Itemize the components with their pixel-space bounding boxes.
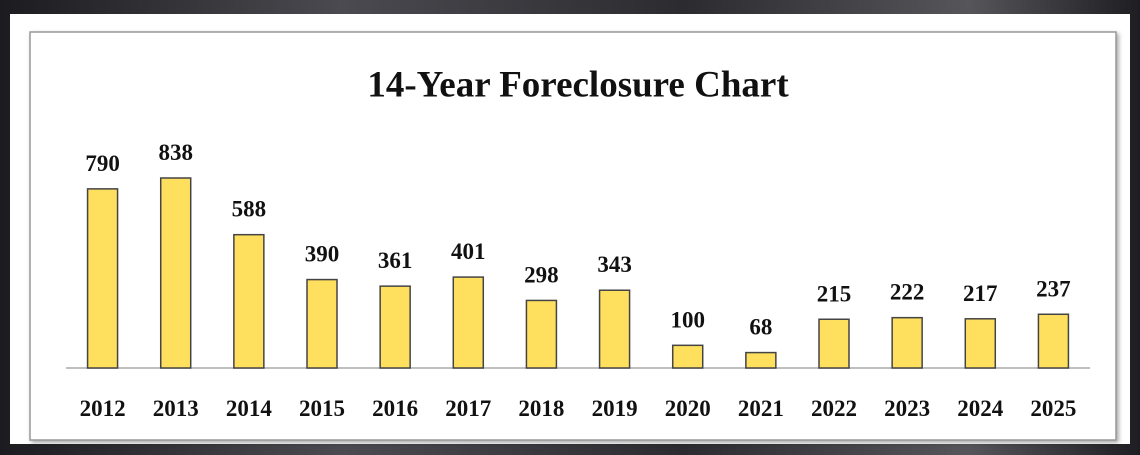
x-tick-label: 2012 bbox=[80, 396, 126, 421]
x-tick-label: 2013 bbox=[153, 396, 199, 421]
x-tick-label: 2014 bbox=[226, 396, 273, 421]
bar bbox=[891, 316, 923, 369]
x-tick-label: 2017 bbox=[445, 396, 491, 421]
x-tick-label: 2025 bbox=[1030, 396, 1076, 421]
bar bbox=[379, 285, 411, 369]
x-tick-label: 2024 bbox=[957, 396, 1004, 421]
bar bbox=[671, 344, 704, 369]
value-label: 68 bbox=[749, 315, 772, 340]
value-label: 790 bbox=[85, 151, 120, 176]
bar bbox=[745, 351, 777, 369]
x-tick-label: 2019 bbox=[592, 396, 638, 421]
x-tick-label: 2020 bbox=[665, 396, 711, 421]
x-tick-label: 2022 bbox=[811, 396, 857, 421]
value-label: 237 bbox=[1036, 276, 1071, 301]
value-label: 343 bbox=[597, 252, 632, 277]
bar bbox=[452, 276, 485, 369]
bar bbox=[233, 233, 265, 369]
chart-title: 14-Year Foreclosure Chart bbox=[367, 64, 789, 105]
bar bbox=[598, 289, 631, 369]
bar bbox=[86, 188, 119, 369]
chart-box bbox=[29, 31, 1117, 441]
value-label: 390 bbox=[305, 242, 340, 267]
x-tick-label: 2015 bbox=[299, 396, 345, 421]
value-label: 222 bbox=[890, 280, 925, 305]
value-label: 838 bbox=[158, 140, 193, 165]
value-label: 100 bbox=[670, 307, 705, 332]
bar bbox=[525, 299, 558, 369]
value-label: 298 bbox=[524, 262, 559, 287]
bar bbox=[1037, 313, 1070, 369]
value-label: 588 bbox=[232, 197, 267, 222]
value-label: 217 bbox=[963, 281, 998, 306]
x-tick-label: 2023 bbox=[884, 396, 930, 421]
bar bbox=[818, 318, 850, 369]
value-label: 401 bbox=[451, 239, 486, 264]
bar bbox=[306, 278, 338, 369]
x-tick-label: 2018 bbox=[518, 396, 564, 421]
value-label: 361 bbox=[378, 248, 413, 273]
bar bbox=[159, 177, 192, 369]
x-tick-label: 2016 bbox=[372, 396, 418, 421]
bar bbox=[964, 318, 997, 369]
x-tick-label: 2021 bbox=[738, 396, 784, 421]
value-label: 215 bbox=[817, 281, 852, 306]
